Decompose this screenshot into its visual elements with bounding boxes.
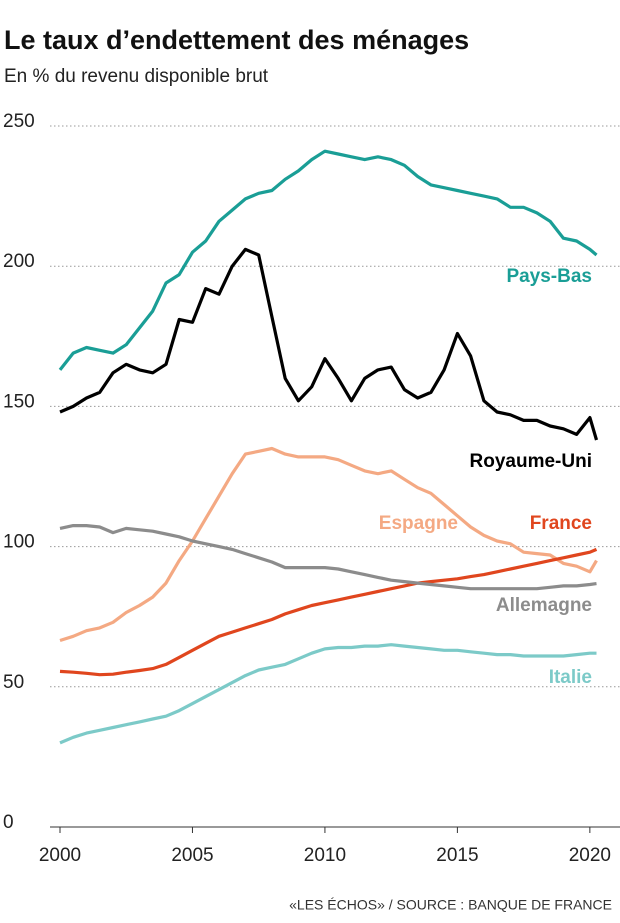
y-tick-label: 0 [3,812,14,833]
y-tick-label: 200 [3,251,35,272]
chart-subtitle: En % du revenu disponible brut [4,66,269,87]
x-tick-label: 2005 [171,845,213,866]
series-line [59,247,599,441]
x-tick-label: 2015 [436,845,478,866]
series-label: Allemagne [496,595,592,616]
series-line [59,446,598,643]
x-tick-label: 2010 [304,845,346,866]
series-line [59,524,597,591]
series-line [59,547,598,677]
y-tick-label: 150 [3,391,35,412]
series-label: Italie [549,667,592,688]
x-tick-label: 2000 [39,845,81,866]
series-line [58,149,598,371]
y-tick-label: 250 [3,111,35,132]
series-label: Royaume-Uni [470,451,592,472]
x-tick-label: 2020 [569,845,611,866]
series-label: France [530,513,592,534]
chart-title: Le taux d’endettement des ménages [4,25,469,55]
source: «LES ÉCHOS» / SOURCE : BANQUE DE FRANCE [289,897,612,913]
series-label: Espagne [379,513,458,534]
series-line [59,643,597,745]
y-tick-label: 50 [3,672,24,693]
y-tick-label: 100 [3,532,35,553]
series-label: Pays-Bas [506,266,592,287]
